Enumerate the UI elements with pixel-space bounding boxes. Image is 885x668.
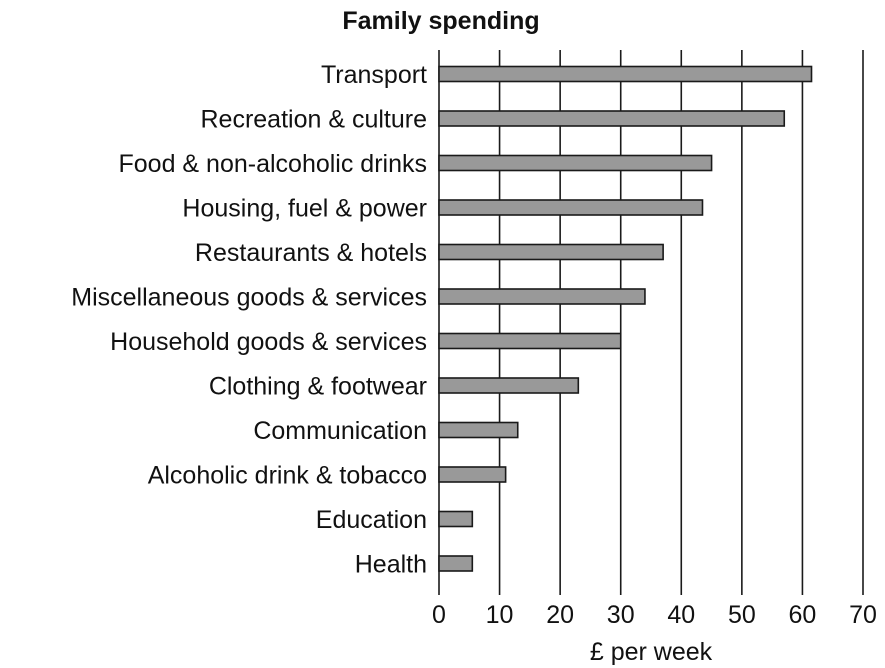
category-label: Health	[355, 551, 427, 579]
category-label: Miscellaneous goods & services	[71, 284, 427, 312]
category-label: Education	[316, 506, 427, 534]
category-label: Household goods & services	[110, 328, 427, 356]
bar-household-goods-services	[438, 332, 622, 350]
bar-clothing-footwear	[438, 377, 580, 394]
bar-restaurants-hotels	[438, 243, 664, 261]
bar-alcoholic-drink-tobacco	[438, 466, 507, 483]
category-label: Communication	[253, 417, 427, 445]
x-tick-label-0: 0	[432, 601, 446, 629]
category-label: Alcoholic drink & tobacco	[148, 462, 427, 490]
category-label: Clothing & footwear	[209, 373, 427, 401]
x-tick-label-20: 20	[546, 601, 574, 629]
bar-communication	[438, 421, 519, 439]
bars	[438, 65, 813, 572]
x-tick-labels: 0 10 20 30 40 50 60 70	[432, 601, 877, 629]
x-tick-label-10: 10	[486, 601, 514, 629]
gridlines	[438, 50, 864, 595]
bar-miscellaneous-goods-services	[438, 288, 646, 305]
bar-housing-fuel-power	[438, 199, 704, 216]
category-label: Restaurants & hotels	[195, 239, 427, 267]
category-label: Recreation & culture	[200, 106, 427, 134]
category-label: Food & non-alcoholic drinks	[119, 150, 428, 178]
x-tick-label-60: 60	[789, 601, 817, 629]
x-tick-label-50: 50	[728, 601, 756, 629]
bar-food-non-alcoholic-drinks	[438, 154, 713, 172]
bar-transport	[438, 65, 813, 83]
x-tick-label-40: 40	[667, 601, 695, 629]
bar-education	[438, 510, 474, 528]
bar-health	[438, 555, 474, 572]
x-axis-title: £ per week	[590, 638, 713, 666]
chart-title: Family spending	[342, 7, 539, 35]
bar-recreation-culture	[438, 110, 786, 127]
category-labels: Transport Recreation & culture Food & non-…	[71, 61, 427, 579]
category-label: Housing, fuel & power	[182, 195, 427, 223]
x-tick-label-30: 30	[607, 601, 635, 629]
category-label: Transport	[321, 61, 427, 89]
x-tick-label-70: 70	[849, 601, 877, 629]
